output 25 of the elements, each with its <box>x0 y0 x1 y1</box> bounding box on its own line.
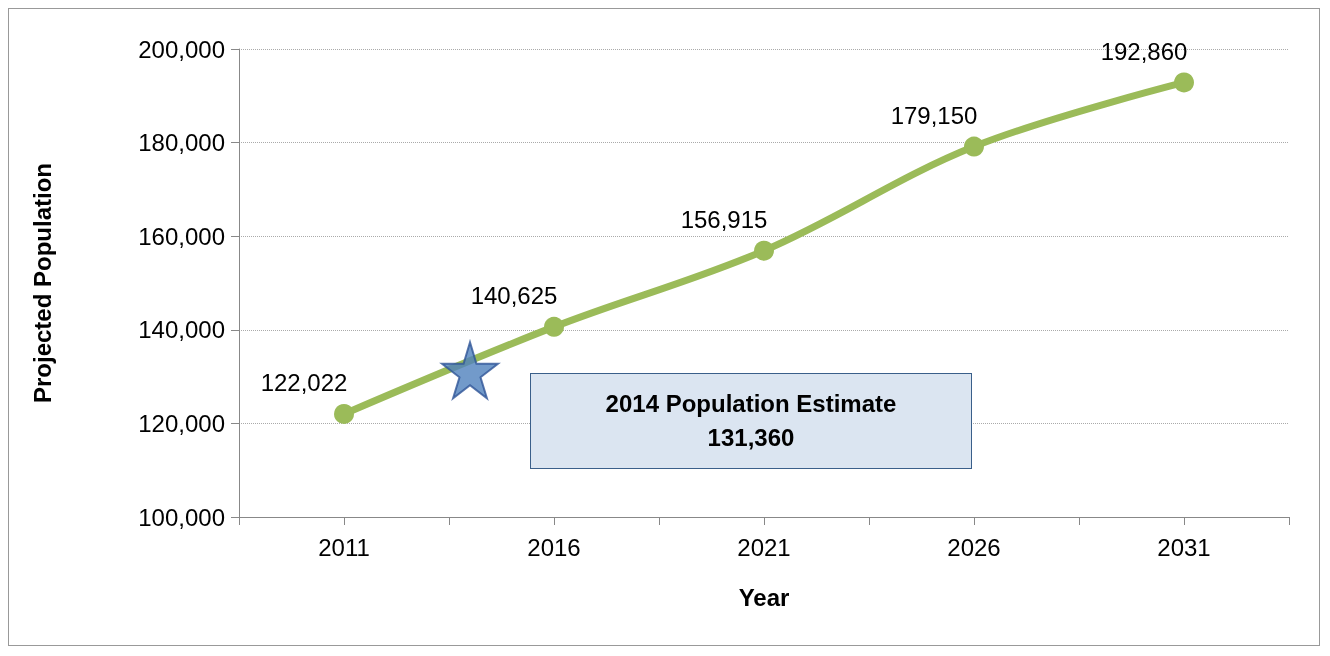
data-label: 192,860 <box>1100 37 1188 65</box>
data-label: 156,915 <box>680 206 768 234</box>
y-tick-label: 100,000 <box>138 503 225 531</box>
y-tick-label: 120,000 <box>138 409 225 437</box>
point <box>544 316 564 337</box>
y-tick-label: 180,000 <box>138 129 225 157</box>
x-tick-label: 2016 <box>527 533 581 561</box>
point <box>964 136 984 157</box>
x-tick-label: 2011 <box>318 533 370 561</box>
data-label: 179,150 <box>890 102 978 130</box>
point <box>334 403 354 424</box>
y-tick-label: 140,000 <box>138 316 225 344</box>
point <box>441 341 499 400</box>
x-tick-label: 2031 <box>1157 533 1211 561</box>
x-axis-title: Year <box>738 583 790 611</box>
data-label: 122,022 <box>260 369 348 397</box>
y-axis-title: Projected Population <box>28 162 56 404</box>
y-tick-label: 160,000 <box>138 222 225 250</box>
data-label: 140,625 <box>470 282 558 310</box>
point <box>754 240 774 261</box>
y-tick-label: 200,000 <box>138 35 225 63</box>
annotation: 2014 Population Estimate 131,360 <box>605 389 897 453</box>
point <box>1174 72 1194 93</box>
x-tick-label: 2021 <box>737 533 791 561</box>
x-tick-label: 2026 <box>947 533 1001 561</box>
